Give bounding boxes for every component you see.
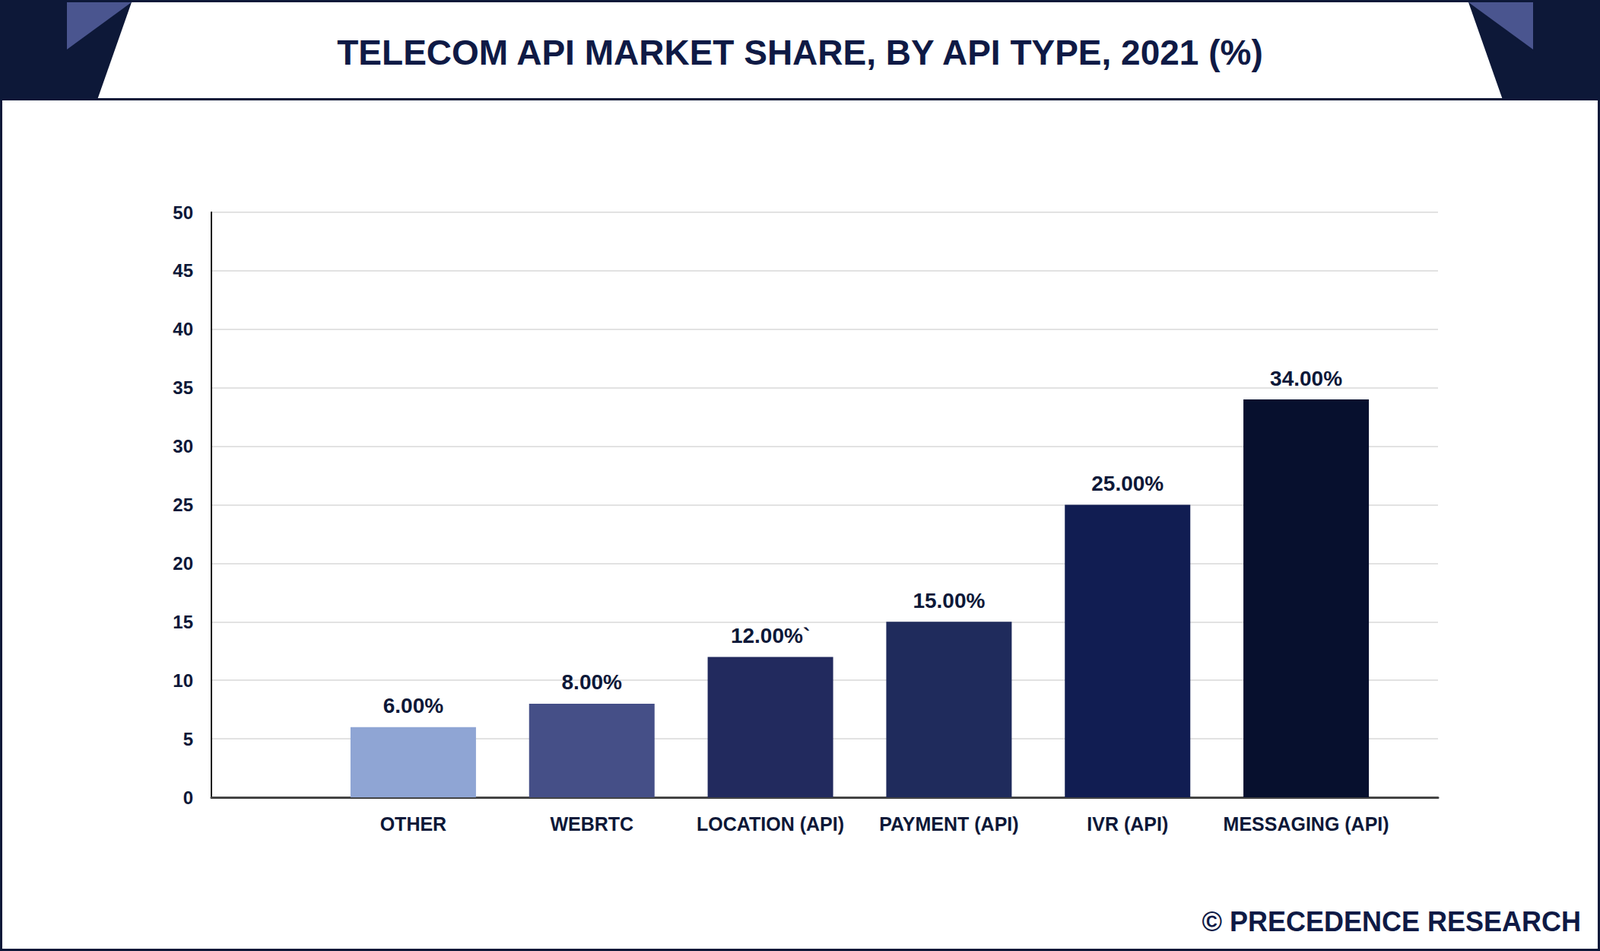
svg-text:IVR (API): IVR (API)	[1086, 812, 1169, 835]
svg-text:30: 30	[172, 435, 194, 457]
svg-text:© PRECEDENCE RESEARCH: © PRECEDENCE RESEARCH	[1201, 905, 1581, 937]
svg-text:15: 15	[172, 611, 194, 632]
svg-text:LOCATION (API): LOCATION (API)	[696, 812, 845, 835]
svg-text:5: 5	[183, 728, 194, 750]
svg-text:50: 50	[172, 202, 194, 223]
svg-text:10: 10	[172, 669, 194, 691]
svg-text:45: 45	[172, 260, 194, 281]
svg-text:WEBRTC: WEBRTC	[549, 812, 634, 835]
svg-text:35: 35	[172, 377, 194, 398]
svg-text:40: 40	[172, 318, 194, 340]
svg-text:MESSAGING (API): MESSAGING (API)	[1223, 812, 1390, 835]
svg-text:25: 25	[172, 494, 194, 515]
svg-text:34.00%: 34.00%	[1269, 366, 1343, 391]
svg-text:PAYMENT (API): PAYMENT (API)	[879, 812, 1019, 835]
svg-text:6.00%: 6.00%	[383, 693, 444, 718]
svg-text:15.00%: 15.00%	[912, 588, 985, 613]
svg-text:12.00%`: 12.00%`	[730, 623, 810, 648]
svg-text:20: 20	[172, 552, 194, 574]
svg-text:OTHER: OTHER	[380, 812, 448, 835]
svg-text:8.00%: 8.00%	[561, 669, 623, 694]
svg-text:TELECOM API MARKET SHARE, BY A: TELECOM API MARKET SHARE, BY API TYPE, 2…	[336, 32, 1264, 73]
svg-text:0: 0	[183, 787, 194, 808]
svg-text:25.00%: 25.00%	[1091, 471, 1164, 496]
